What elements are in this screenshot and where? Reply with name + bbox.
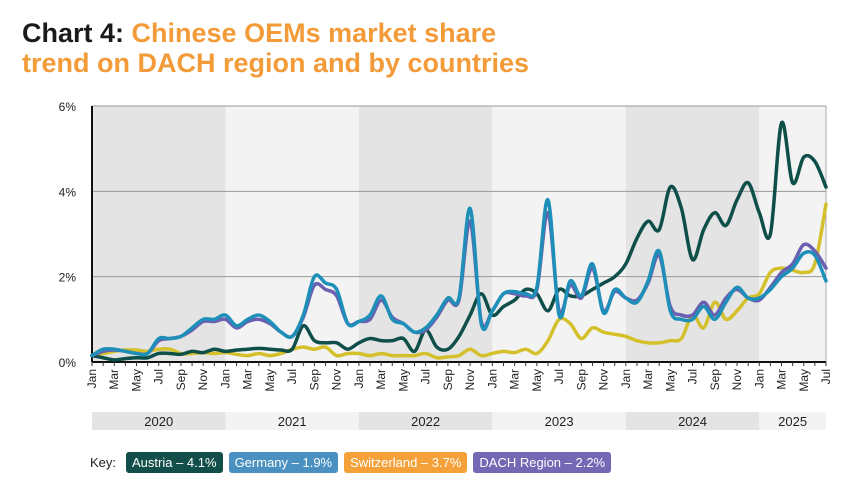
x-tick-label: Mar (641, 369, 655, 390)
x-tick-label: Mar (508, 369, 522, 390)
x-tick-label: Nov (330, 369, 344, 390)
year-label-band (358, 412, 493, 430)
x-tick-label: Jan (352, 369, 366, 388)
legend-dach: DACH Region – 2.2% (473, 452, 612, 473)
year-label: 2025 (778, 414, 807, 429)
y-tick-label: 6% (59, 100, 77, 114)
x-tick-label: Sep (441, 369, 455, 391)
x-tick-label: Jul (552, 369, 566, 384)
year-label: 2022 (411, 414, 440, 429)
x-tick-label: Nov (730, 369, 744, 390)
year-label: 2024 (678, 414, 707, 429)
title-prefix: Chart 4: (22, 18, 125, 48)
x-tick-label: Nov (463, 369, 477, 390)
year-band (358, 106, 493, 362)
year-label-band (225, 412, 359, 430)
x-tick-label: Jan (85, 369, 99, 388)
x-tick-label: Nov (597, 369, 611, 390)
legend-germany: Germany – 1.9% (228, 452, 339, 473)
series-line-switzerland (90, 202, 828, 360)
x-tick-label: May (263, 369, 277, 392)
series-line-germany (90, 198, 828, 358)
title-line1: Chinese OEMs market share (131, 18, 497, 48)
y-tick-label: 4% (59, 185, 77, 199)
year-band (492, 106, 626, 362)
series-line-austria (90, 120, 828, 362)
x-tick-label: Jul (152, 369, 166, 384)
year-label: 2021 (278, 414, 307, 429)
x-tick-label: Sep (708, 369, 722, 391)
x-tick-label: Sep (174, 369, 188, 391)
year-label-band (625, 412, 760, 430)
y-tick-label: 2% (59, 271, 77, 285)
x-tick-label: Sep (574, 369, 588, 391)
x-tick-label: May (396, 369, 410, 392)
x-tick-label: Jul (419, 369, 433, 384)
x-tick-label: Mar (241, 369, 255, 390)
chart-title: Chart 4: Chinese OEMs market share trend… (22, 18, 529, 78)
legend: Key: Austria – 4.1% Germany – 1.9% Switz… (90, 452, 612, 473)
legend-label: Key: (90, 455, 117, 470)
x-tick-label: Jan (485, 369, 499, 388)
x-tick-label: Jul (686, 369, 700, 384)
x-tick-label: Jul (819, 369, 833, 384)
legend-austria: Austria – 4.1% (126, 452, 223, 473)
x-tick-label: Nov (196, 369, 210, 390)
x-tick-label: Jul (285, 369, 299, 384)
x-tick-label: Mar (107, 369, 121, 390)
year-label: 2020 (144, 414, 173, 429)
x-tick-label: May (663, 369, 677, 392)
x-tick-label: May (797, 369, 811, 392)
year-label: 2023 (545, 414, 574, 429)
legend-switzerland: Switzerland – 3.7% (344, 452, 468, 473)
year-label-band (759, 412, 826, 430)
x-tick-label: Jan (218, 369, 232, 388)
x-tick-label: Jan (752, 369, 766, 388)
x-tick-label: Mar (775, 369, 789, 390)
year-band (625, 106, 760, 362)
year-label-band (492, 412, 626, 430)
x-tick-label: Jan (619, 369, 633, 388)
title-line2: trend on DACH region and by countries (22, 48, 530, 78)
y-tick-label: 0% (59, 356, 77, 370)
year-label-band (92, 412, 226, 430)
x-tick-label: Mar (374, 369, 388, 390)
year-band (92, 106, 226, 362)
x-tick-label: May (530, 369, 544, 392)
x-tick-label: May (129, 369, 143, 392)
x-tick-label: Sep (307, 369, 321, 391)
